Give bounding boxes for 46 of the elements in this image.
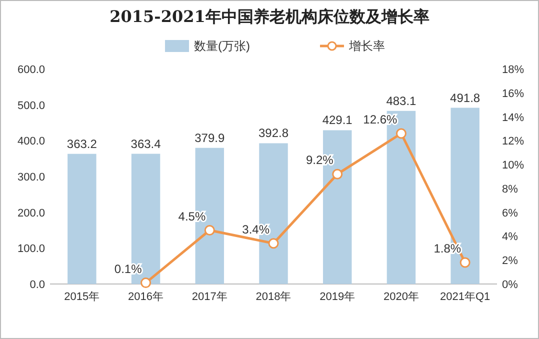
y-tick-label: 200.0	[17, 207, 45, 220]
y2-tick-label: 16%	[502, 88, 524, 100]
point	[140, 278, 152, 288]
data-label: 491.8	[450, 90, 480, 105]
y2-tick-label: 8%	[502, 183, 518, 196]
data-label: 363.2	[66, 136, 98, 151]
y2-tick-label: 18%	[502, 64, 524, 76]
data-label: 12.6%	[363, 112, 398, 126]
data-label: 0.1%	[114, 262, 142, 276]
y-tick-label: 600.0	[17, 64, 45, 76]
data-label: 9.2%	[306, 153, 334, 168]
data-label: 392.8	[258, 126, 289, 140]
data-label: 483.1	[386, 94, 417, 108]
x-tick-label: 2019年	[320, 291, 356, 303]
y-tick-label: 500.0	[17, 100, 45, 112]
y-tick-label: 100.0	[17, 243, 45, 256]
x-tick-label: 2018年	[256, 291, 292, 303]
point	[268, 238, 279, 249]
y2-tick-label: 2%	[502, 255, 518, 268]
data-label: 4.5%	[178, 209, 206, 224]
bar	[68, 154, 96, 284]
chart-title: 2015-2021年中国养老机构床位数及增长率	[110, 7, 430, 26]
data-label: 363.4	[130, 136, 162, 151]
data-label: 3.4%	[242, 222, 270, 236]
y2-tick-label: 0%	[502, 279, 518, 291]
x-tick-label: 2016年	[128, 291, 164, 303]
y-tick-label: 300.0	[17, 172, 45, 184]
y2-tick-label: 4%	[502, 231, 518, 244]
y2-tick-label: 12%	[502, 136, 524, 148]
y-tick-label: 400.0	[17, 136, 45, 148]
legend-label: 增长率	[348, 39, 385, 53]
point	[396, 128, 406, 139]
point	[460, 257, 470, 268]
y2-tick-label: 14%	[502, 112, 524, 124]
x-tick-label: 2020年	[383, 291, 419, 303]
data-label: 379.9	[194, 130, 225, 145]
y2-tick-label: 6%	[502, 207, 518, 220]
y-tick-label: 0.0	[30, 279, 45, 291]
legend-label: 数量(万张)	[194, 39, 250, 53]
x-tick-label: 2017年	[192, 291, 228, 303]
x-tick-label: 2021年Q1	[440, 291, 490, 303]
point	[204, 225, 215, 236]
x-tick-label: 2015年	[64, 291, 100, 303]
point	[332, 168, 343, 180]
y2-tick-label: 10%	[502, 160, 524, 172]
data-label: 429.1	[322, 113, 353, 128]
